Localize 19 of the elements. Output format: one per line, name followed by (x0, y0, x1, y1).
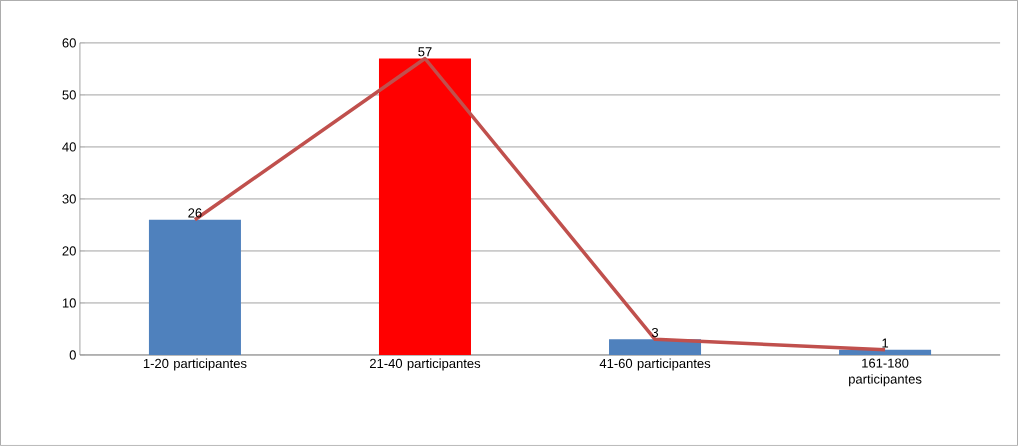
x-tick-label: 21-40 participantes (369, 358, 481, 371)
x-tick-label: 41-60 participantes (599, 358, 711, 371)
y-tick-label: 40 (62, 142, 76, 152)
data-label: 26 (188, 208, 202, 218)
data-label: 1 (882, 338, 889, 348)
data-label: 3 (651, 328, 659, 338)
y-tick-label: 20 (62, 246, 76, 256)
data-label: 57 (418, 47, 432, 57)
y-tick-label: 0 (69, 350, 76, 360)
y-tick-label: 60 (62, 38, 76, 48)
bar (148, 219, 241, 356)
x-tick-label: 1-20 participantes (143, 358, 247, 371)
bar (839, 349, 932, 356)
y-tick-label: 10 (62, 298, 76, 308)
y-tick-label: 30 (62, 194, 76, 204)
y-tick-label: 50 (62, 90, 76, 100)
bar (378, 58, 471, 356)
x-tick-label: 161-180 participantes (849, 358, 922, 387)
bar (609, 339, 702, 356)
